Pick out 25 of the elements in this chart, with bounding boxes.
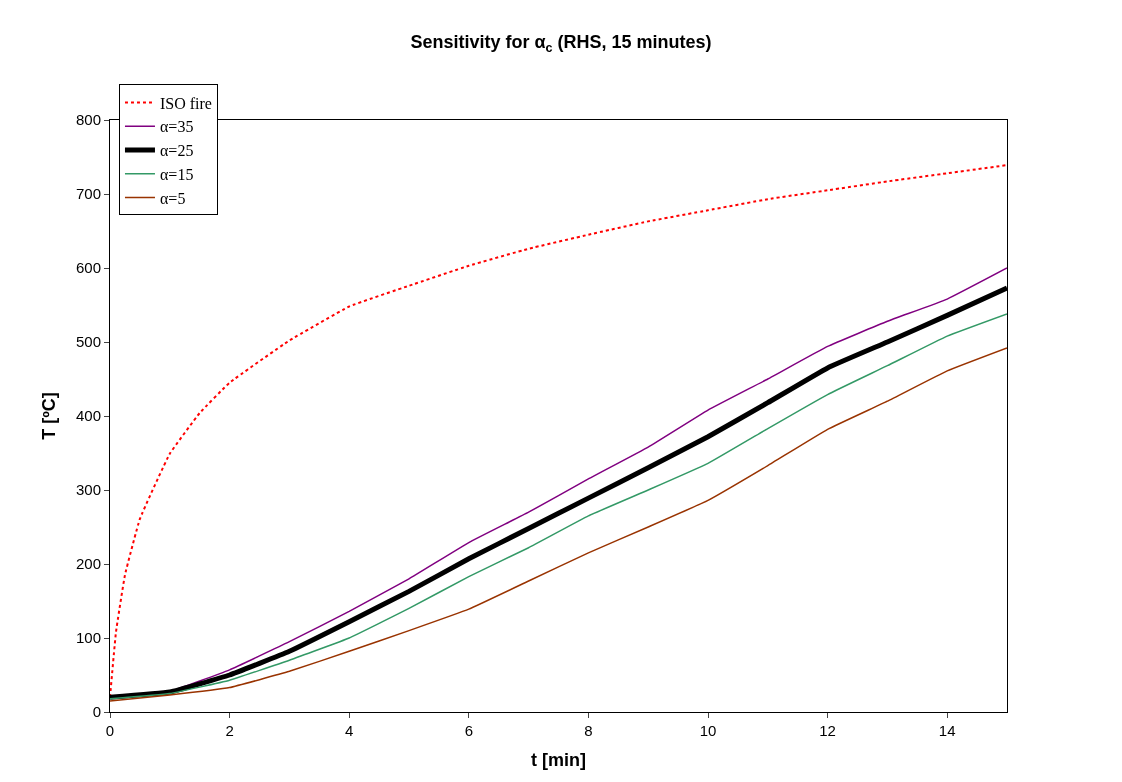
y-tick-label: 100 <box>75 629 101 647</box>
legend-label: ISO fire <box>159 94 212 112</box>
x-tick-label: 6 <box>464 722 473 739</box>
x-tick-label: 4 <box>345 722 354 739</box>
legend-label: α=15 <box>159 166 194 184</box>
legend-label: α=5 <box>159 189 186 207</box>
y-tick-label: 0 <box>92 703 101 721</box>
x-tick-label: 10 <box>699 722 717 739</box>
legend-label: α=25 <box>159 142 194 160</box>
y-tick-label: 200 <box>75 555 101 573</box>
y-tick-label: 400 <box>75 407 101 425</box>
y-tick-label: 800 <box>75 111 101 129</box>
x-tick-label: 8 <box>584 722 593 739</box>
y-tick-label: 600 <box>75 259 101 277</box>
y-axis-title: T [ºC] <box>39 392 60 440</box>
x-tick-label: 14 <box>938 722 956 739</box>
x-axis-title: t [min] <box>531 750 586 771</box>
x-tick-label: 2 <box>225 722 234 739</box>
y-tick-label: 500 <box>75 333 101 351</box>
y-tick-label: 700 <box>75 185 101 203</box>
legend-label: α=35 <box>159 118 194 136</box>
chart-title: Sensitivity for α$_{c}$ (RHS, 15 minutes) <box>410 31 712 55</box>
x-tick-label: 0 <box>105 722 115 739</box>
y-tick-label: 300 <box>75 481 101 499</box>
x-tick-label: 12 <box>819 722 836 739</box>
